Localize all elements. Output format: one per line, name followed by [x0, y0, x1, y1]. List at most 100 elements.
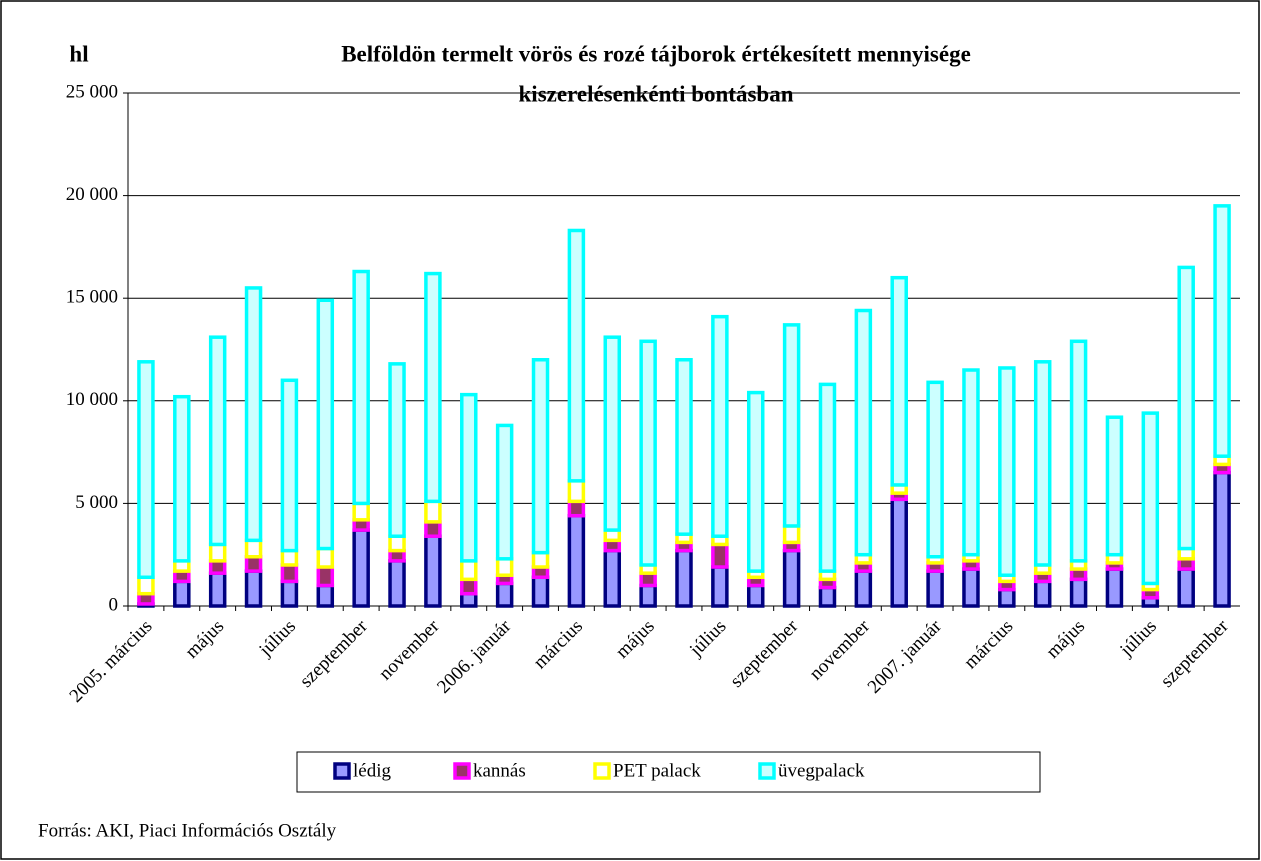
bar-segment — [495, 557, 514, 577]
bar-segment — [962, 368, 980, 557]
bar-segment — [711, 314, 729, 538]
bar-segment — [1141, 411, 1160, 586]
bar-segment — [1033, 360, 1052, 567]
bar-segment — [675, 548, 693, 608]
bar-segment — [926, 569, 944, 608]
bar-segment — [244, 286, 263, 543]
bar-segment — [639, 571, 657, 588]
bar-segment — [746, 390, 765, 573]
bar-segment — [208, 571, 227, 608]
legend-swatch — [758, 762, 776, 780]
bar-segment — [1177, 265, 1195, 551]
bar-segment — [244, 555, 263, 573]
legend-swatch — [453, 762, 471, 780]
bar-segment — [998, 366, 1016, 577]
bar-segment — [603, 335, 622, 532]
bar-segment — [531, 575, 550, 608]
y-tick-label: 15 000 — [66, 287, 118, 308]
bar-segment — [495, 423, 514, 561]
bar-segment — [424, 499, 442, 524]
bar-segment — [352, 501, 370, 522]
legend-swatch — [333, 762, 351, 780]
bar-segment — [460, 577, 478, 596]
bar-segment — [316, 298, 335, 551]
bar-segment — [998, 587, 1016, 608]
bar-segment — [208, 559, 227, 575]
legend-swatch — [593, 762, 611, 780]
bar-segment — [352, 528, 370, 608]
bar-segment — [890, 497, 908, 608]
y-tick-label: 20 000 — [66, 184, 118, 205]
bar-segment — [603, 548, 622, 608]
bar-segment — [782, 323, 801, 528]
chart-title: Belföldön termelt vörös és rozé tájborok… — [341, 41, 971, 66]
bar-segment — [711, 542, 729, 569]
bar-segment — [639, 339, 657, 567]
bar-segment — [782, 548, 801, 608]
bar-segment — [1177, 567, 1195, 608]
bar-segment — [316, 565, 335, 588]
bar-segment — [460, 392, 478, 563]
bar-segment — [1069, 577, 1088, 608]
bar-segment — [173, 579, 191, 608]
bar-segment — [1105, 567, 1124, 608]
bar-segment — [137, 575, 155, 596]
bar-segment — [926, 380, 944, 559]
bar-segment — [782, 524, 801, 545]
bar-segment — [818, 585, 837, 608]
bar-segment — [1213, 204, 1231, 458]
bar-segment — [567, 228, 586, 483]
y-tick-label: 25 000 — [66, 81, 118, 102]
bar-segment — [854, 308, 873, 557]
bar-segment — [280, 378, 299, 553]
bar-segment — [1069, 339, 1088, 563]
bar-segment — [1033, 579, 1052, 608]
bar-segment — [639, 583, 657, 608]
bar-segment — [244, 569, 263, 608]
legend-label: kannás — [473, 760, 526, 781]
bar-segment — [244, 538, 263, 559]
bar-segment — [424, 271, 442, 504]
y-tick-label: 5 000 — [75, 492, 118, 513]
bar-segment — [460, 591, 478, 608]
bar-segment — [746, 583, 765, 608]
bar-segment — [173, 394, 191, 563]
bar-segment — [388, 534, 406, 553]
bar-segment — [962, 567, 980, 608]
chart-title: kiszerelésenkénti bontásban — [519, 81, 794, 106]
bar-segment — [208, 542, 227, 563]
bar-segment — [495, 581, 514, 608]
bar-segment — [711, 565, 729, 608]
y-tick-label: 10 000 — [66, 389, 118, 410]
bar-segment — [890, 275, 908, 487]
bar-segment — [316, 546, 335, 569]
legend-label: üvegpalack — [778, 760, 865, 781]
bar-segment — [424, 534, 442, 608]
bar-segment — [567, 513, 586, 608]
bar-segment — [388, 559, 406, 608]
legend-label: lédig — [353, 760, 391, 781]
bar-segment — [1105, 415, 1124, 557]
y-axis-label: hl — [69, 41, 88, 66]
bar-segment — [1213, 470, 1231, 608]
bar-segment — [567, 499, 586, 518]
bar-segment — [460, 559, 478, 582]
legend-box — [296, 751, 1041, 793]
bar-segment — [208, 335, 227, 547]
bar-segment — [567, 479, 586, 504]
bar-segment — [531, 358, 550, 555]
bar-segment — [137, 360, 155, 580]
bar-segment — [675, 358, 693, 536]
source-note: Forrás: AKI, Piaci Információs Osztály — [38, 820, 337, 841]
bar-segment — [818, 382, 837, 573]
bar-segment — [352, 269, 370, 506]
bar-segment — [424, 520, 442, 538]
bar-segment — [854, 569, 873, 608]
bar-segment — [280, 563, 299, 584]
bar-segment — [388, 362, 406, 538]
bar-segment — [280, 579, 299, 608]
y-tick-label: 0 — [109, 594, 119, 615]
bar-segment — [280, 548, 299, 567]
bar-segment — [316, 583, 335, 608]
